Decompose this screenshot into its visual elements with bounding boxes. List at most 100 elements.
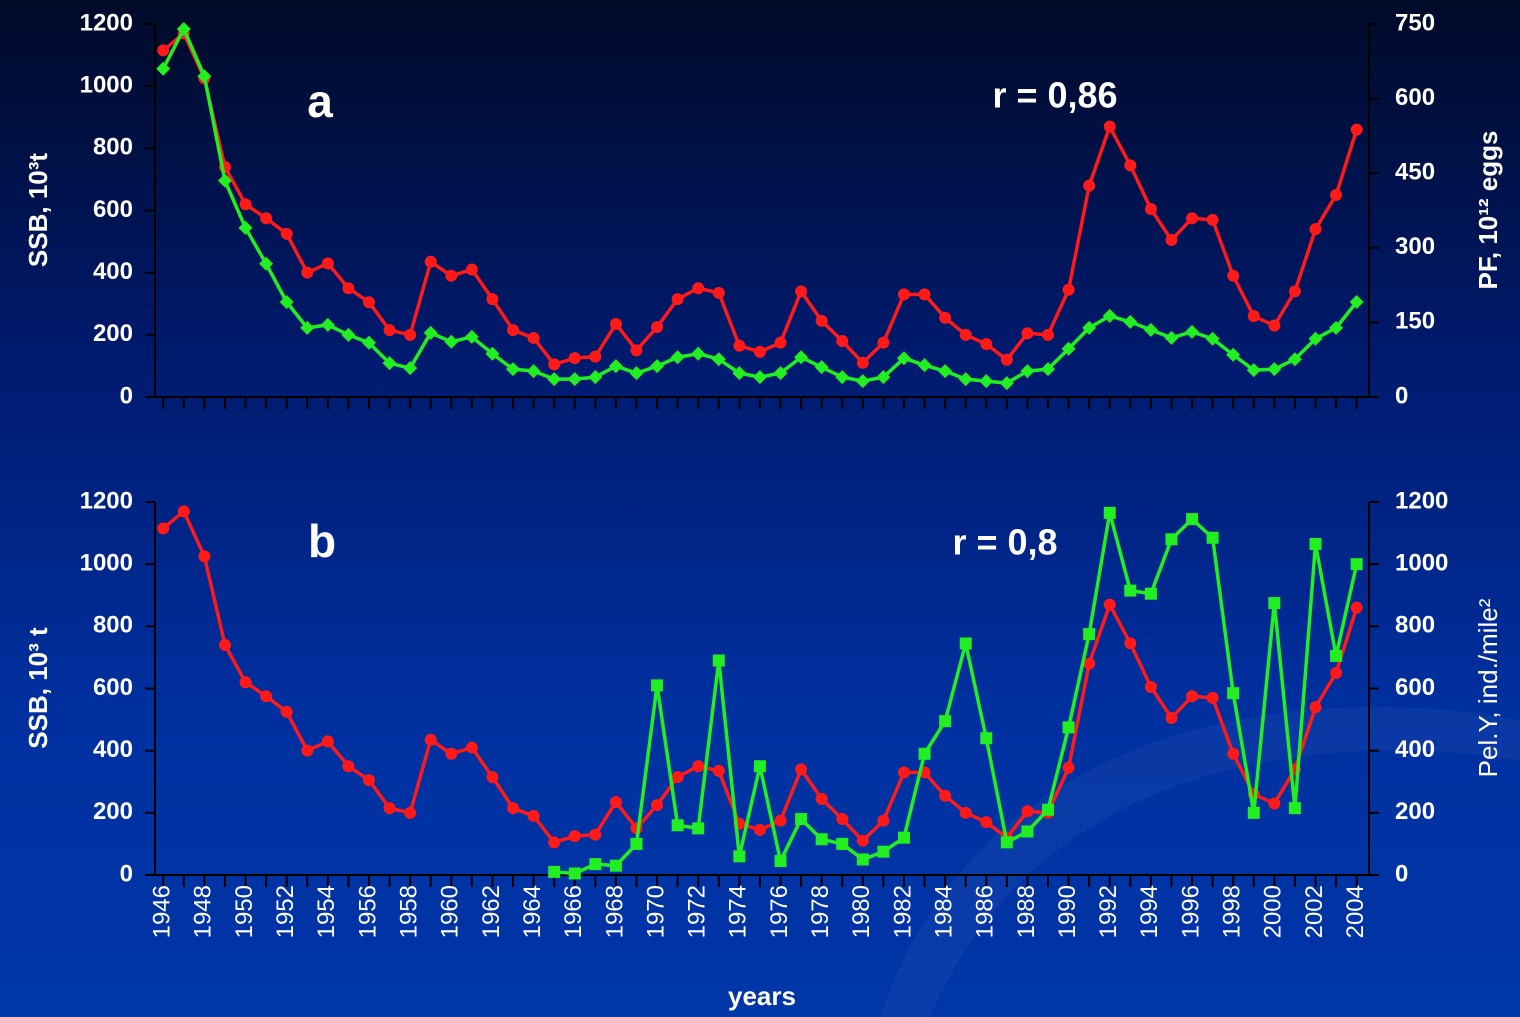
y2-axis-label: PF, 10¹² eggs (1473, 131, 1503, 290)
x-tick-label: 1988 (1013, 885, 1040, 938)
data-point (403, 361, 418, 376)
data-point (733, 850, 746, 863)
data-point (1020, 364, 1035, 379)
data-point (774, 855, 787, 868)
data-point (423, 325, 438, 340)
data-point (712, 654, 725, 667)
y-tick-label: 0 (120, 860, 133, 887)
x-tick-label: 1996 (1177, 885, 1204, 938)
data-point (1247, 310, 1260, 323)
data-point (1124, 637, 1137, 650)
data-point (1227, 687, 1240, 700)
data-point (692, 822, 705, 835)
data-point (1083, 657, 1096, 670)
data-point (774, 814, 787, 827)
data-point (939, 789, 952, 802)
y2-tick-label: 600 (1395, 84, 1435, 111)
data-point (548, 865, 561, 878)
y2-axis-label: Pel.Y, ind./mile² (1473, 598, 1503, 777)
data-point (1309, 701, 1322, 714)
series-line (161, 27, 1359, 385)
y2-tick-label: 1000 (1395, 550, 1448, 577)
data-point (486, 771, 499, 784)
x-tick-label: 1984 (930, 885, 957, 938)
y-tick-label: 600 (93, 196, 133, 223)
data-point (1308, 331, 1323, 346)
y-tick-label: 400 (93, 258, 133, 285)
data-point (815, 792, 828, 805)
data-point (239, 676, 252, 689)
data-point (856, 853, 869, 866)
data-point (589, 828, 602, 841)
data-point (856, 356, 869, 369)
data-point (260, 212, 273, 225)
data-point (774, 336, 787, 349)
y2-tick-label: 750 (1395, 9, 1435, 36)
data-point (568, 352, 581, 365)
data-point (836, 335, 849, 348)
y2-tick-label: 300 (1395, 233, 1435, 260)
y2-tick-label: 150 (1395, 308, 1435, 335)
data-point (877, 814, 890, 827)
data-point (980, 816, 993, 829)
data-point (835, 370, 850, 385)
data-point (383, 324, 396, 337)
y-tick-label: 0 (120, 382, 133, 409)
data-point (568, 830, 581, 843)
data-point (404, 328, 417, 341)
data-point (1267, 362, 1282, 377)
data-point (753, 345, 766, 358)
data-point (301, 266, 314, 279)
data-point (630, 344, 643, 357)
data-point (1102, 308, 1117, 323)
data-point (260, 690, 273, 703)
data-point (362, 774, 375, 787)
annotation: a (307, 75, 333, 127)
y-tick-label: 1200 (80, 9, 133, 36)
y2-tick-label: 200 (1395, 798, 1435, 825)
data-point (855, 374, 870, 389)
data-point (896, 351, 911, 366)
data-point (177, 505, 190, 518)
x-tick-label: 1962 (478, 885, 505, 938)
x-tick-label: 1994 (1136, 885, 1163, 938)
data-point (507, 802, 520, 815)
data-point (238, 220, 253, 235)
data-point (671, 293, 684, 306)
x-tick-label: 1970 (642, 885, 669, 938)
data-point (814, 360, 829, 375)
y2-tick-label: 0 (1395, 382, 1408, 409)
data-point (1144, 680, 1157, 693)
data-point (1165, 234, 1178, 247)
data-point (1083, 179, 1096, 192)
data-point (1227, 747, 1240, 760)
y2-tick-label: 800 (1395, 612, 1435, 639)
y2-tick-label: 1200 (1395, 487, 1448, 514)
data-point (959, 328, 972, 341)
data-point (1206, 213, 1219, 226)
data-point (939, 715, 952, 728)
data-point (1287, 352, 1302, 367)
data-point (630, 837, 643, 850)
data-point (1103, 120, 1116, 133)
data-point (1288, 802, 1301, 815)
x-tick-label: 1958 (395, 885, 422, 938)
data-point (712, 286, 725, 299)
y-axis-label: SSB, 10³ t (23, 627, 53, 749)
data-point (753, 823, 766, 836)
x-tick-label: 1948 (190, 885, 217, 938)
data-point (651, 799, 664, 812)
x-tick-label: 1956 (354, 885, 381, 938)
data-point (157, 522, 170, 535)
data-point (1124, 584, 1137, 597)
data-point (300, 320, 315, 335)
y-tick-label: 200 (93, 320, 133, 347)
data-point (465, 741, 478, 754)
data-point (197, 69, 212, 84)
data-point (1350, 601, 1363, 614)
data-point (671, 771, 684, 784)
data-point (1143, 322, 1158, 337)
data-point (548, 358, 561, 371)
data-point (1268, 597, 1281, 610)
y2-tick-label: 0 (1395, 860, 1408, 887)
